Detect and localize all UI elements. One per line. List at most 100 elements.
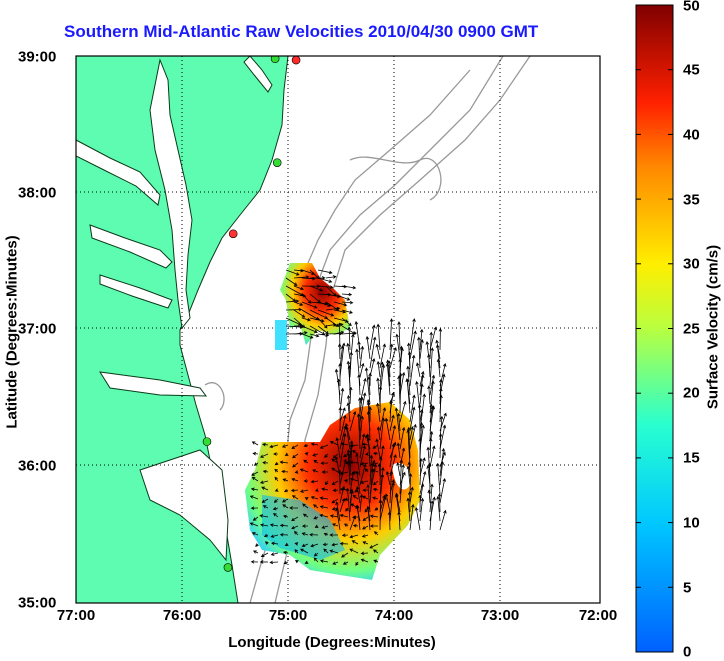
- velocity-arrow: [331, 467, 339, 473]
- velocity-arrow: [395, 333, 401, 360]
- velocity-arrow: [399, 400, 407, 423]
- velocity-arrow: [329, 549, 339, 554]
- velocity-arrow: [309, 333, 320, 338]
- velocity-arrow: [282, 550, 289, 555]
- velocity-patch-gap: [392, 462, 412, 490]
- velocity-arrow: [284, 452, 289, 456]
- velocity-arrow: [435, 339, 441, 360]
- velocity-arrow: [303, 443, 309, 448]
- velocity-arrow: [397, 321, 401, 351]
- velocity-arrow: [284, 542, 289, 546]
- velocity-arrow: [349, 460, 359, 465]
- velocity-arrow: [346, 449, 351, 468]
- velocity-arrow: [282, 478, 289, 482]
- velocity-arrow: [419, 339, 424, 360]
- velocity-arrow: [273, 512, 279, 518]
- velocity-arrow: [389, 318, 394, 351]
- velocity-arrow: [301, 317, 311, 322]
- velocity-arrow: [359, 463, 367, 486]
- colorbar-tick-label: 0: [683, 643, 692, 661]
- velocity-arrow: [406, 497, 411, 522]
- velocity-arrow: [273, 498, 279, 503]
- velocity-arrow: [357, 373, 361, 396]
- colorbar-ticks: [636, 4, 673, 653]
- velocity-arrow: [310, 495, 319, 500]
- velocity-arrow: [336, 378, 341, 405]
- velocity-arrow: [406, 429, 411, 468]
- velocity-arrow: [299, 468, 309, 473]
- velocity-arrow: [359, 362, 365, 378]
- velocity-arrow: [346, 452, 351, 486]
- velocity-arrow: [341, 309, 353, 314]
- velocity-arrow: [398, 372, 403, 414]
- velocity-arrow: [347, 365, 352, 396]
- velocity-arrow: [321, 525, 329, 529]
- velocity-patch-north: [280, 263, 350, 345]
- velocity-arrow: [397, 412, 401, 432]
- velocity-arrow: [376, 377, 381, 405]
- velocity-arrow: [355, 486, 361, 504]
- velocity-arrow: [439, 424, 447, 450]
- velocity-arrow: [346, 402, 351, 423]
- velocity-arrow: [270, 541, 279, 546]
- velocity-arrow: [417, 336, 421, 369]
- velocity-arrow: [418, 494, 422, 513]
- velocity-arrow: [262, 442, 269, 447]
- velocity-arrow: [376, 426, 381, 441]
- velocity-arrow: [262, 469, 269, 474]
- velocity-arrow: [372, 444, 379, 449]
- velocity-arrow: [291, 478, 299, 482]
- velocity-arrow: [317, 309, 335, 317]
- velocity-patch-north-strip: [275, 320, 287, 350]
- velocity-arrow: [349, 471, 355, 495]
- velocity-arrow: [310, 442, 319, 447]
- velocity-arrow: [313, 557, 319, 563]
- velocity-arrow: [249, 522, 259, 527]
- velocity-arrow: [429, 347, 435, 387]
- velocity-arrow: [274, 468, 279, 473]
- velocity-arrow: [389, 425, 397, 450]
- colorbar-label: Surface Velocity (cm/s): [704, 244, 722, 410]
- velocity-arrow: [317, 285, 334, 289]
- velocity-arrow: [409, 423, 417, 450]
- velocity-arrow: [365, 452, 369, 456]
- velocity-arrow: [427, 489, 431, 504]
- y-tick-label: 38:00: [18, 184, 57, 202]
- velocity-arrow: [285, 307, 303, 312]
- velocity-arrow: [295, 559, 299, 564]
- velocity-arrow: [260, 552, 269, 557]
- velocity-arrow: [408, 473, 413, 495]
- velocity-arrow: [349, 488, 354, 513]
- velocity-arrow: [313, 516, 319, 520]
- velocity-arrow: [289, 506, 299, 510]
- velocity-arrow: [360, 551, 369, 556]
- velocity-arrow: [282, 514, 289, 519]
- colorbar-tick-label: 10: [683, 514, 700, 532]
- velocity-arrow: [435, 344, 441, 369]
- velocity-arrow: [335, 437, 341, 459]
- velocity-arrow: [360, 462, 369, 466]
- velocity-arrow: [409, 486, 414, 504]
- colorbar-tick-label: 5: [683, 579, 692, 597]
- velocity-arrow: [429, 445, 436, 468]
- delaware-bay: [243, 56, 273, 93]
- velocity-arrow: [373, 559, 379, 563]
- velocity-arrow: [259, 514, 269, 518]
- velocity-arrow: [321, 487, 329, 491]
- velocity-arrow: [389, 343, 394, 360]
- velocity-arrow: [349, 440, 354, 459]
- albemarle-sound: [99, 371, 208, 397]
- river-york: [99, 274, 173, 309]
- velocity-arrow: [366, 505, 371, 531]
- velocity-arrow: [341, 285, 357, 290]
- velocity-arrow: [357, 340, 361, 360]
- grid-lines: [76, 56, 600, 603]
- velocity-arrow: [362, 541, 369, 545]
- velocity-arrow: [429, 483, 434, 513]
- velocity-arrow: [294, 470, 299, 474]
- velocity-arrow: [345, 507, 349, 512]
- velocity-arrow: [293, 530, 299, 536]
- velocity-arrow: [362, 488, 369, 492]
- velocity-arrow: [253, 462, 259, 466]
- velocity-arrow: [365, 335, 371, 360]
